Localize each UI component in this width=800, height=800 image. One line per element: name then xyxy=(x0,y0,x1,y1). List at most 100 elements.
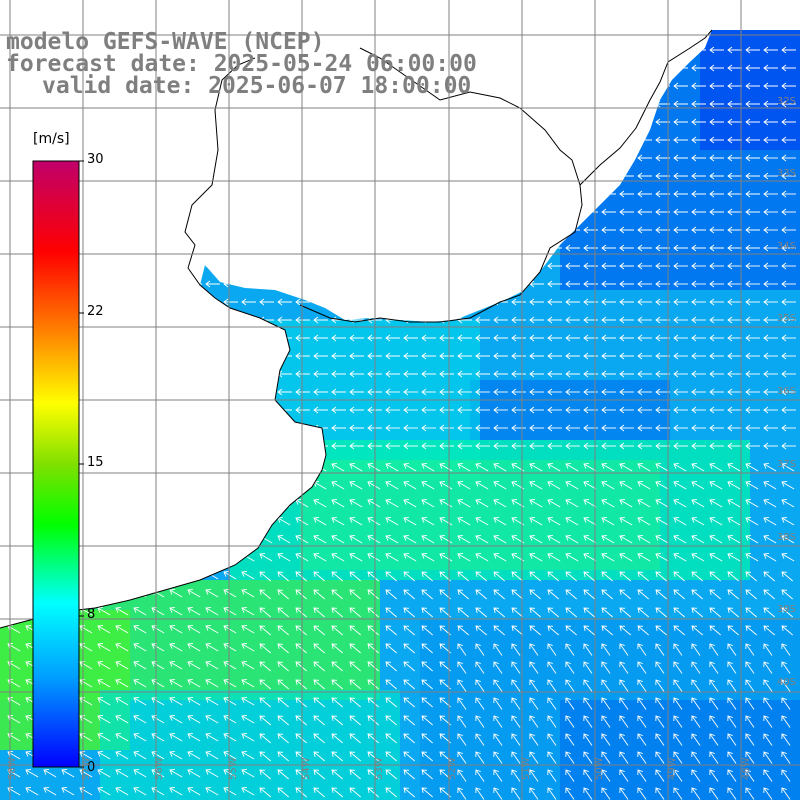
wind-arrow xyxy=(97,244,113,252)
wind-arrow xyxy=(493,208,509,216)
wind-arrow xyxy=(115,262,131,270)
wind-arrow xyxy=(295,118,311,126)
wind-arrow xyxy=(150,550,167,565)
wind-arrow xyxy=(421,298,437,306)
wind-arrow xyxy=(6,586,23,601)
wind-arrow xyxy=(96,550,113,565)
wind-arrow xyxy=(133,208,149,216)
wind-arrow xyxy=(331,208,347,216)
wind-arrow xyxy=(168,478,185,493)
wind-arrow xyxy=(313,280,329,288)
wind-arrow xyxy=(619,154,635,162)
wind-arrow xyxy=(151,244,167,252)
wind-arrow xyxy=(259,370,275,378)
wind-arrow xyxy=(169,424,185,432)
wind-arrow xyxy=(115,388,131,396)
wind-arrow xyxy=(61,100,77,108)
wind-arrow xyxy=(349,118,365,126)
wind-arrow xyxy=(97,424,113,432)
wind-arrow xyxy=(258,496,275,511)
wind-arrow xyxy=(151,442,167,450)
wind-arrow xyxy=(457,136,473,144)
wind-arrow xyxy=(475,46,491,54)
wind-arrow xyxy=(439,154,455,162)
wind-arrow xyxy=(97,172,113,180)
wind-arrow xyxy=(79,334,95,342)
wind-arrow xyxy=(240,478,257,493)
wind-arrow xyxy=(457,298,473,306)
wind-arrow xyxy=(223,334,239,342)
wind-arrow xyxy=(313,244,329,252)
wind-arrow xyxy=(601,100,617,108)
wind-arrow xyxy=(79,190,95,198)
wind-arrow xyxy=(349,100,365,108)
wind-arrow xyxy=(583,46,599,54)
wind-arrow xyxy=(313,172,329,180)
wind-arrow xyxy=(133,406,149,414)
wind-arrow xyxy=(493,46,509,54)
wind-arrow xyxy=(403,154,419,162)
wind-arrow xyxy=(259,244,275,252)
wind-arrow xyxy=(259,226,275,234)
wind-arrow xyxy=(187,424,203,432)
wind-arrow xyxy=(97,442,113,450)
wind-arrow xyxy=(97,280,113,288)
lat-label: 36S xyxy=(776,386,796,397)
wind-arrow xyxy=(223,262,239,270)
wind-arrow xyxy=(43,100,59,108)
wind-arrow xyxy=(565,46,581,54)
wind-arrow xyxy=(439,280,455,288)
wind-arrow xyxy=(115,190,131,198)
wind-arrow xyxy=(240,532,257,547)
wind-arrow xyxy=(583,100,599,108)
wind-arrow xyxy=(277,280,293,288)
wind-arrow xyxy=(475,172,491,180)
wind-arrow xyxy=(187,388,203,396)
wind-arrow xyxy=(115,298,131,306)
wind-arrow xyxy=(151,226,167,234)
wind-arrow xyxy=(187,136,203,144)
wind-arrow xyxy=(331,190,347,198)
wind-arrow xyxy=(223,388,239,396)
wind-arrow xyxy=(529,244,545,252)
wind-arrow xyxy=(313,118,329,126)
wind-arrow xyxy=(114,478,131,493)
wind-arrow xyxy=(259,406,275,414)
wind-arrow xyxy=(115,208,131,216)
wind-arrow xyxy=(97,352,113,360)
wind-arrow xyxy=(565,82,581,90)
wind-arrow xyxy=(295,208,311,216)
wind-arrow xyxy=(421,172,437,180)
wind-arrow xyxy=(240,514,257,529)
wind-arrow xyxy=(529,100,545,108)
wind-arrow xyxy=(97,208,113,216)
wind-arrow xyxy=(421,154,437,162)
wind-arrow xyxy=(565,136,581,144)
valid-date: valid date: 2025-06-07 18:00:00 xyxy=(42,73,472,99)
wind-arrow xyxy=(241,370,257,378)
wind-arrow xyxy=(150,478,167,493)
wind-arrow xyxy=(25,154,41,162)
wind-arrow xyxy=(547,46,563,54)
wind-arrow xyxy=(385,136,401,144)
wind-arrow xyxy=(114,532,131,547)
wind-arrow xyxy=(223,370,239,378)
wind-arrow xyxy=(240,460,257,475)
wind-arrow xyxy=(150,496,167,511)
wind-arrow xyxy=(637,46,653,54)
wind-arrow xyxy=(457,226,473,234)
wind-arrow xyxy=(79,100,95,108)
wind-arrow xyxy=(259,208,275,216)
lat-label: 32S xyxy=(776,96,796,107)
wind-arrow xyxy=(187,190,203,198)
wind-arrow xyxy=(277,190,293,198)
wind-arrow xyxy=(169,136,185,144)
wind-arrow xyxy=(241,136,257,144)
wind-arrow xyxy=(277,244,293,252)
wind-arrow xyxy=(151,334,167,342)
wind-arrow xyxy=(457,280,473,288)
wind-arrow xyxy=(439,100,455,108)
wind-arrow xyxy=(421,118,437,126)
wind-arrow xyxy=(241,262,257,270)
wind-arrow xyxy=(187,370,203,378)
